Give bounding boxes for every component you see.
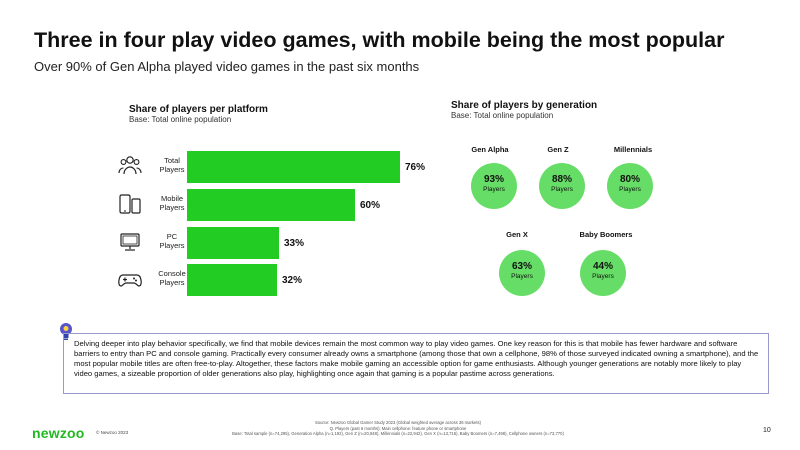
generation-value-label: 63% <box>511 261 532 272</box>
bar-value-label: 60% <box>360 200 381 211</box>
bar-row: PC Players 33% <box>118 227 418 261</box>
generation-chart-subtitle: Base: Total online population <box>451 111 554 120</box>
gamepad-icon <box>118 267 142 291</box>
insight-text: Delving deeper into play behavior specif… <box>74 339 759 378</box>
source-note: Source: Newzoo Global Gamer Study 2023 (… <box>228 420 568 437</box>
bar <box>187 189 355 221</box>
generation-value-label: 88% <box>551 174 572 185</box>
bar <box>187 151 400 183</box>
bar <box>187 227 279 259</box>
newzoo-logo: newzoo <box>32 425 85 441</box>
platform-chart-subtitle: Base: Total online population <box>129 115 232 124</box>
generation-label: Gen Alpha <box>471 145 509 154</box>
generation-value-label: 80% <box>619 174 640 185</box>
copyright: © Newzoo 2023 <box>96 430 129 435</box>
generation-bubble: 44% Players <box>580 250 626 296</box>
source-line: Source: Newzoo Global Gamer Study 2023 (… <box>315 420 481 425</box>
bar-value-label: 33% <box>284 238 305 249</box>
generation-unit-label: Players <box>551 186 573 193</box>
platform-chart-title: Share of players per platform <box>129 104 268 115</box>
page-number: 10 <box>763 427 771 434</box>
bar-value-label: 76% <box>405 162 426 173</box>
generation-chart: Share of players by generation Base: Tot… <box>451 100 597 120</box>
source-line: Base: Total sample (n=74,295), Generatio… <box>232 431 564 436</box>
source-line: Q. Players (past 6 months); Main cellpho… <box>329 425 467 431</box>
generation-label: Millennials <box>613 145 653 154</box>
bar-row: Total Players 76% <box>118 151 425 185</box>
generation-bubble: 88% Players <box>539 163 585 209</box>
mobile-tablet-icon <box>118 192 142 216</box>
bar-category-label: Total Players <box>159 156 185 174</box>
bar <box>187 264 277 296</box>
platform-chart: Share of players per platform Base: Tota… <box>129 104 268 124</box>
lightbulb-icon <box>60 323 72 340</box>
generation-bubble: 80% Players <box>607 163 653 209</box>
people-icon <box>118 154 142 178</box>
bar-category-label: Mobile Players <box>159 194 185 212</box>
bar-category-label: PC Players <box>159 232 185 250</box>
bar-value-label: 32% <box>282 275 303 286</box>
slide-subtitle: Over 90% of Gen Alpha played video games… <box>34 59 420 74</box>
bar-row: Mobile Players 60% <box>118 189 418 223</box>
generation-chart-title: Share of players by generation <box>451 100 598 111</box>
generation-unit-label: Players <box>483 186 505 193</box>
generation-unit-label: Players <box>619 186 641 193</box>
generation-label: Gen X <box>506 230 528 239</box>
generation-value-label: 93% <box>483 174 504 185</box>
generation-bubble: 63% Players <box>499 250 545 296</box>
generation-label: Baby Boomers <box>579 230 633 239</box>
bar-row: Console Players 32% <box>118 264 418 298</box>
generation-unit-label: Players <box>511 273 533 280</box>
insight-box: Delving deeper into play behavior specif… <box>63 333 769 394</box>
pc-icon <box>118 230 142 254</box>
generation-unit-label: Players <box>592 273 614 280</box>
generation-label: Gen Z <box>547 145 569 154</box>
generation-bubble: 93% Players <box>471 163 517 209</box>
generation-value-label: 44% <box>592 261 613 272</box>
slide-title: Three in four play video games, with mob… <box>34 28 725 52</box>
bar-category-label: Console Players <box>158 269 186 287</box>
